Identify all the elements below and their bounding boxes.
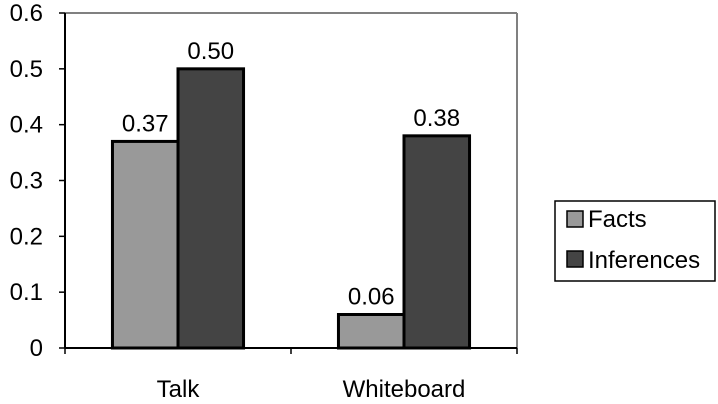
category-label: Whiteboard [343, 376, 466, 403]
data-label-inferences-whiteboard: 0.38 [413, 105, 460, 132]
y-tick-label: 0.4 [10, 112, 43, 139]
category-label: Talk [157, 376, 201, 403]
legend-label-facts: Facts [588, 206, 647, 233]
x-ticks [64, 348, 518, 354]
y-tick-label: 0.6 [10, 0, 43, 27]
bar-inferences-talk [176, 67, 246, 350]
legend-swatch-inferences [566, 250, 584, 268]
bar-facts-whiteboard [336, 313, 406, 350]
data-label-facts-talk: 0.37 [122, 110, 169, 137]
legend-label-inferences: Inferences [588, 247, 700, 274]
data-label-inferences-talk: 0.50 [187, 38, 234, 65]
category-labels: Talk Whiteboard [157, 376, 466, 403]
y-tick-label: 0.1 [10, 279, 43, 306]
legend-swatch-facts [566, 210, 584, 228]
y-tick-label: 0.2 [10, 223, 43, 250]
data-label-facts-whiteboard: 0.06 [348, 284, 395, 311]
y-ticks: 0 0.1 0.2 0.3 0.4 0.5 0.6 [10, 0, 65, 362]
bars [110, 67, 472, 350]
y-tick-label: 0.5 [10, 56, 43, 83]
y-tick-label: 0 [30, 335, 43, 362]
legend: Facts Inferences [554, 200, 716, 282]
bar-facts-talk [110, 139, 180, 350]
data-labels: 0.37 0.50 0.06 0.38 [122, 38, 460, 311]
y-tick-label: 0.3 [10, 168, 43, 195]
bar-inferences-whiteboard [402, 134, 472, 350]
